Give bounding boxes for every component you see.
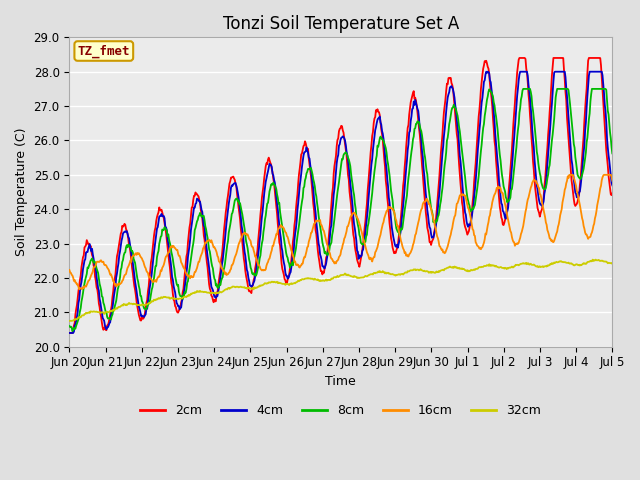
Legend: 2cm, 4cm, 8cm, 16cm, 32cm: 2cm, 4cm, 8cm, 16cm, 32cm (136, 399, 547, 422)
Text: TZ_fmet: TZ_fmet (77, 44, 130, 58)
X-axis label: Time: Time (326, 375, 356, 388)
Title: Tonzi Soil Temperature Set A: Tonzi Soil Temperature Set A (223, 15, 459, 33)
Y-axis label: Soil Temperature (C): Soil Temperature (C) (15, 128, 28, 256)
